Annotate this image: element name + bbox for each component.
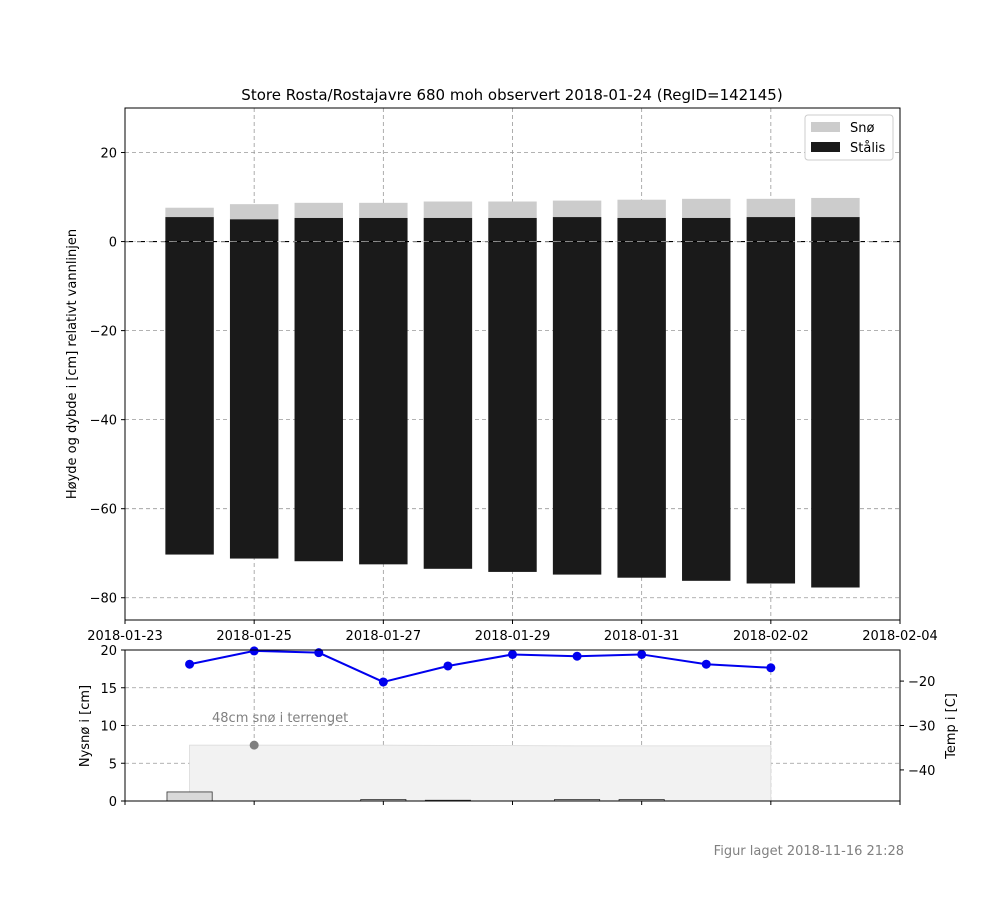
ice-bar — [359, 217, 408, 565]
ice-bar — [682, 217, 731, 581]
main-x-tick-label: 2018-02-04 — [862, 629, 938, 644]
main-legend: Snø Stålis — [804, 114, 894, 161]
sub-y-tick-label: 10 — [100, 720, 117, 735]
main-bars — [125, 197, 900, 588]
sub-y2-tick-label: −30 — [908, 720, 935, 735]
main-x-tick-label: 2018-01-27 — [346, 629, 422, 644]
main-plot-frame — [124, 107, 901, 621]
main-x-tick-label: 2018-02-02 — [733, 629, 809, 644]
ice-bar — [229, 219, 279, 559]
snow-bar — [617, 199, 666, 218]
sub-y2-tick-label: −40 — [908, 764, 935, 779]
footer-timestamp: Figur laget 2018-11-16 21:28 — [714, 844, 904, 859]
ice-bar — [552, 217, 602, 575]
main-y-tick-label: −60 — [90, 503, 117, 518]
ice-bar — [811, 217, 860, 588]
ice-bar — [423, 217, 473, 569]
ice-bar — [617, 217, 666, 578]
snow-bar — [488, 201, 537, 218]
main-x-tick-label: 2018-01-31 — [604, 629, 680, 644]
main-y-tick-label: −80 — [90, 592, 117, 607]
legend-snow-swatch — [811, 122, 840, 132]
temperature-point — [508, 649, 517, 659]
sub-y2-tick-label: −20 — [908, 675, 935, 690]
main-plot: 200−20−40−60−80 2018-01-23 2018-01-25 2018… — [65, 107, 938, 644]
snow-bar — [165, 207, 214, 218]
temperature-point — [572, 651, 582, 661]
snow-bar — [423, 201, 473, 218]
snow-bar — [552, 200, 602, 218]
sub-y-tick-label: 20 — [100, 644, 117, 659]
temperature-point — [701, 659, 711, 669]
main-x-tick-label: 2018-01-25 — [216, 629, 292, 644]
ice-bar — [488, 217, 537, 572]
ground-snow-point — [249, 740, 259, 750]
temperature-point — [378, 677, 388, 687]
temperature-point — [637, 649, 647, 659]
new-snow-bar — [166, 791, 213, 802]
temperature-point — [766, 663, 776, 673]
sub-y2-ticks: −20 −30 −40 — [900, 675, 935, 779]
main-x-tick-label: 2018-01-29 — [475, 629, 551, 644]
main-x-tick-label: 2018-01-23 — [87, 629, 163, 644]
sub-y-tick-label: 5 — [109, 757, 117, 772]
main-y-tick-label: 0 — [109, 236, 117, 251]
ground-snow-area — [189, 744, 772, 802]
sub-y-ticks: 0 5 10 15 20 — [100, 644, 125, 810]
temperature-point — [443, 661, 453, 671]
snow-bar — [811, 197, 860, 218]
snow-bar — [229, 204, 279, 220]
chart-title: Store Rosta/Rostajavre 680 moh observert… — [241, 86, 782, 104]
temperature-point — [249, 646, 259, 656]
temperature-line — [189, 649, 771, 684]
temperature-point — [185, 659, 195, 669]
main-y-tick-label: −20 — [90, 325, 117, 340]
ice-bar — [165, 217, 214, 555]
sub-y-tick-label: 0 — [109, 795, 117, 810]
sub-y-axis-label: Nysnø i [cm] — [78, 685, 93, 767]
main-y-tick-label: 20 — [100, 147, 117, 162]
ice-bar — [746, 217, 796, 584]
snow-bar — [359, 202, 408, 218]
legend-ice-label: Stålis — [850, 141, 886, 156]
sub-plot-frame — [124, 649, 901, 802]
main-y-ticks: 20 0 −20 −40 −60 −80 — [90, 147, 125, 607]
main-y-axis-label: Høyde og dybde i [cm] relativt vannlinje… — [65, 229, 80, 499]
snow-bar — [682, 198, 731, 218]
snow-bar — [294, 202, 343, 218]
sub-plot: 0 5 10 15 20 −20 −30 −40 Nysnø i [cm] Temp i [… — [78, 644, 959, 810]
sub-y2-axis-label: Temp i [C] — [944, 693, 959, 760]
main-y-tick-label: −40 — [90, 414, 117, 429]
main-x-ticks: 2018-01-23 2018-01-25 2018-01-27 2018-01-29… — [87, 620, 938, 644]
legend-snow-label: Snø — [850, 121, 874, 136]
legend-ice-swatch — [811, 142, 840, 152]
ground-snow-annotation: 48cm snø i terrenget — [212, 711, 348, 726]
sub-plot-content — [166, 646, 776, 802]
snow-bar — [746, 198, 796, 218]
ice-bar — [294, 217, 343, 562]
sub-y-tick-label: 15 — [100, 682, 117, 697]
